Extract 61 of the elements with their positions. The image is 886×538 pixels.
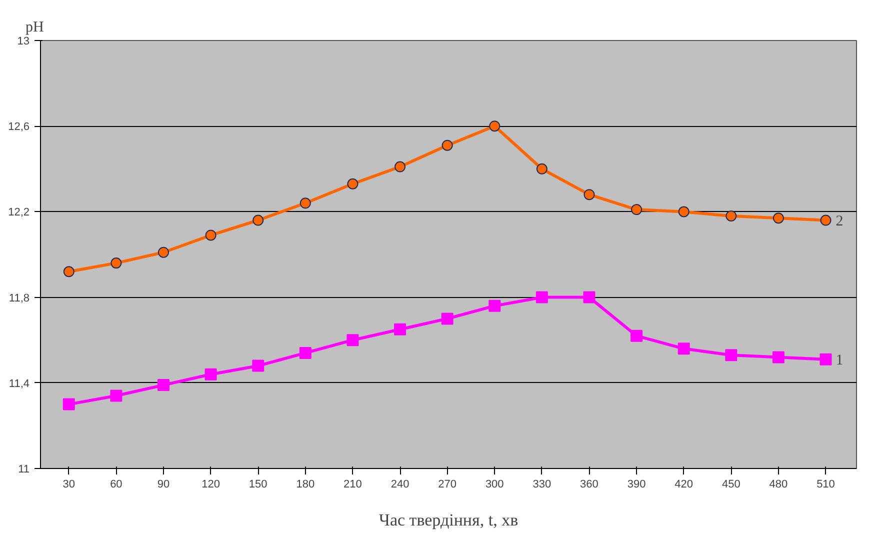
point [489,120,500,132]
point [347,178,358,190]
point [536,163,548,174]
y-tick-label: 11 [18,464,30,476]
point [158,246,169,258]
point [820,353,832,366]
point [157,379,170,392]
x-tick-label: 150 [248,478,268,490]
point [678,206,690,218]
x-tick-label: 360 [580,478,598,490]
point [205,230,216,241]
y-tick-label: 12,6 [8,121,30,134]
x-tick-label: 60 [110,478,122,490]
x-tick-label: 450 [722,478,740,490]
series-label: 2 [836,213,844,230]
x-tick-label: 180 [296,478,315,490]
y-axis-title: pH [26,20,44,36]
x-tick-label: 330 [532,478,552,490]
point [678,342,690,355]
point [394,323,406,336]
x-tick-label: 390 [627,478,646,490]
y-tick-label: 12,2 [8,206,30,219]
x-tick-label: 300 [485,478,504,490]
x-tick-label: 510 [816,478,835,490]
point [299,346,312,359]
point [63,266,74,278]
point [772,212,784,224]
series-label: 1 [836,352,844,368]
y-tick-label: 13 [17,36,30,48]
x-tick-label: 270 [438,478,456,490]
point [772,351,784,364]
point [252,214,264,226]
point [536,291,548,304]
x-tick-label: 240 [390,478,410,490]
point [300,198,311,209]
point [488,300,501,312]
point [441,312,454,325]
point [62,398,75,410]
x-tick-label: 480 [769,478,788,490]
point [631,204,642,216]
x-tick-label: 90 [157,478,170,490]
point [725,349,738,362]
point [726,210,737,222]
point [820,214,832,226]
point [346,334,359,346]
x-tick-label: 210 [344,478,362,490]
point [394,161,406,172]
point [630,330,643,342]
point [583,291,596,304]
y-tick-label: 11,8 [8,292,30,304]
y-tick-label: 11,4 [8,378,30,390]
point [252,360,264,372]
point [110,390,122,402]
x-axis-title: Час твердіння, t, хв [378,510,518,530]
x-tick-label: 420 [674,478,694,490]
x-tick-label: 120 [202,478,220,490]
x-tick-label: 30 [62,478,76,490]
point [442,140,453,151]
point [584,189,595,200]
point [204,368,217,380]
point [110,258,122,269]
